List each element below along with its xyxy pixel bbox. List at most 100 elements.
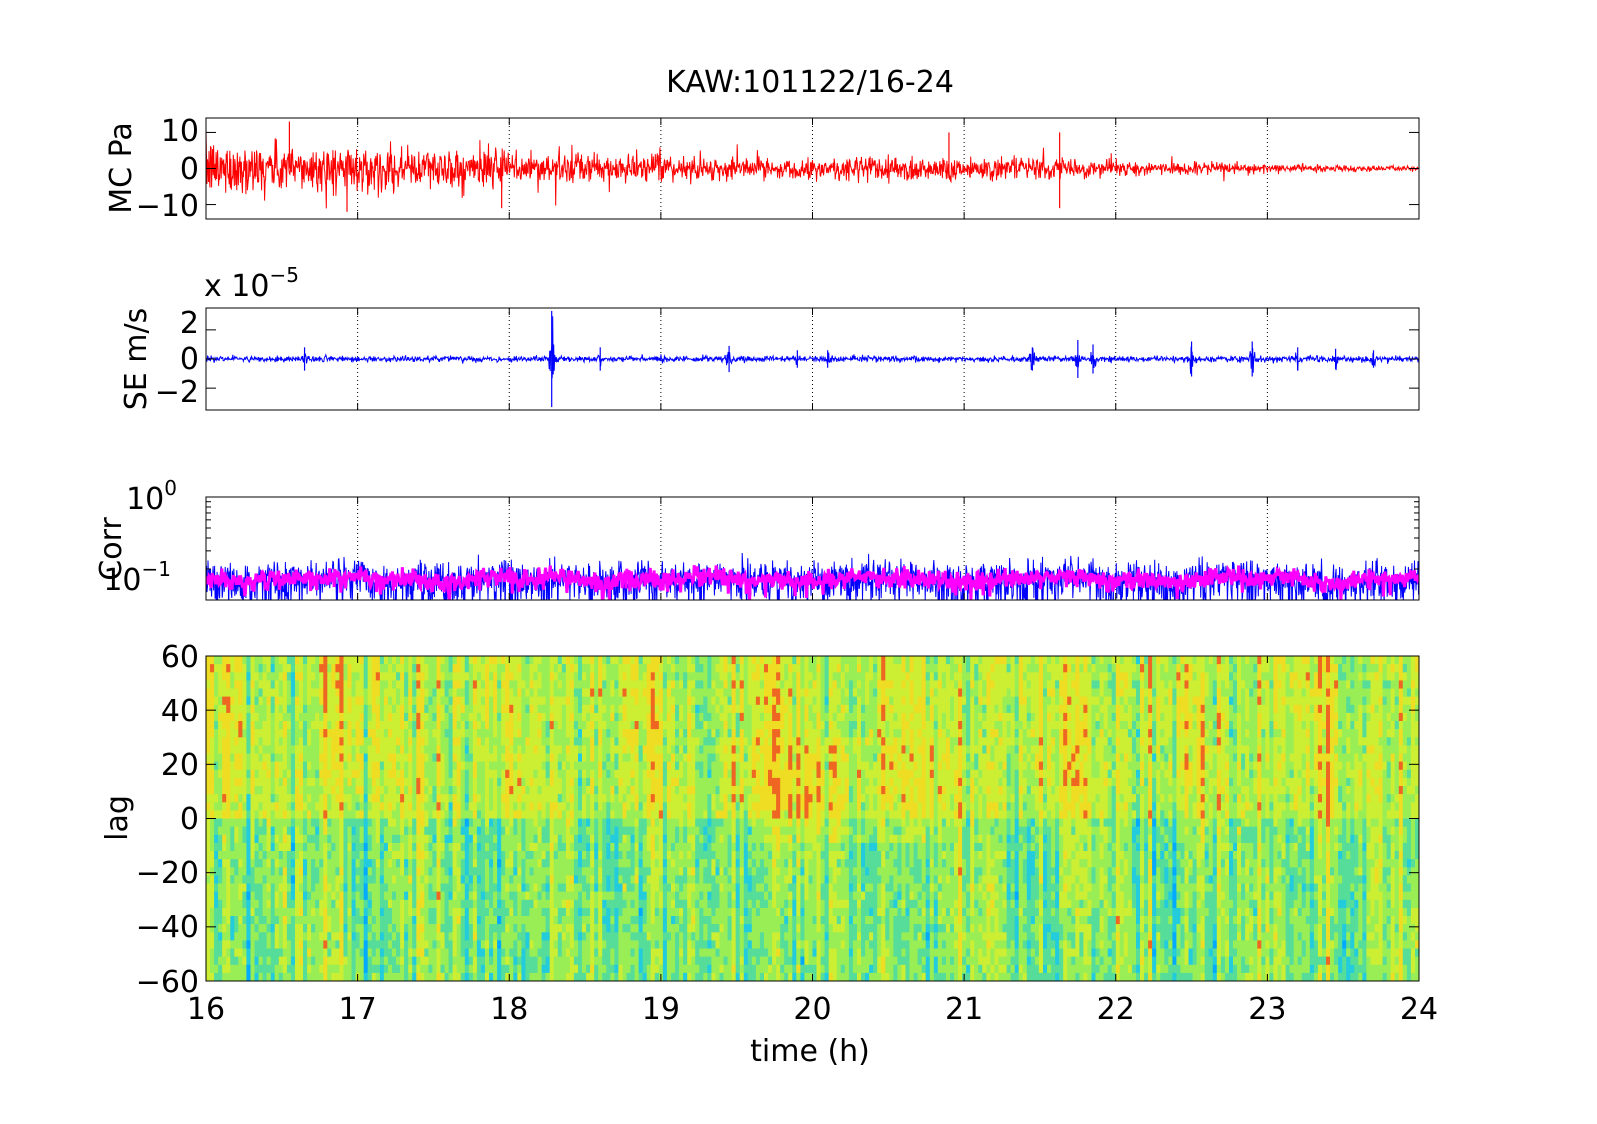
heatmap-cell xyxy=(323,940,328,950)
heatmap-cell xyxy=(679,842,684,852)
heatmap-cell xyxy=(420,826,425,836)
heatmap-cell xyxy=(654,826,660,836)
heatmap-cell xyxy=(569,956,575,966)
heatmap-cell xyxy=(363,916,369,925)
heatmap-cell xyxy=(246,948,251,958)
heatmap-cell xyxy=(537,810,543,820)
heatmap-cell xyxy=(230,883,235,893)
heatmap-cell xyxy=(444,916,450,925)
heatmap-cell xyxy=(521,964,526,974)
heatmap-cell xyxy=(618,680,623,690)
heatmap-cell xyxy=(343,802,349,811)
heatmap-cell xyxy=(303,891,308,901)
heatmap-cell xyxy=(323,802,328,811)
heatmap-cell xyxy=(658,956,664,966)
heatmap-cell xyxy=(541,875,547,885)
heatmap-cell xyxy=(327,802,332,811)
heatmap-cell xyxy=(250,721,256,730)
heatmap-cell xyxy=(448,883,454,893)
heatmap-cell xyxy=(286,851,292,860)
heatmap-cell xyxy=(622,753,628,763)
heatmap-cell xyxy=(497,704,502,714)
heatmap-cell xyxy=(497,972,502,981)
heatmap-cell xyxy=(666,851,672,860)
heatmap-cell xyxy=(234,753,239,763)
heatmap-cell xyxy=(379,777,385,787)
heatmap-cell xyxy=(327,753,332,763)
heatmap-cell xyxy=(432,745,437,755)
heatmap-cell xyxy=(618,956,623,966)
heatmap-cell xyxy=(331,907,336,917)
heatmap-cell xyxy=(214,875,219,885)
heatmap-cell xyxy=(456,664,462,673)
heatmap-cell xyxy=(650,664,656,673)
heatmap-cell xyxy=(606,721,611,730)
heatmap-cell xyxy=(505,956,510,966)
heatmap-cell xyxy=(416,729,421,738)
heatmap-cell xyxy=(485,794,490,803)
heatmap-cell xyxy=(606,883,611,893)
heatmap-cell xyxy=(230,688,235,698)
heatmap-cell xyxy=(485,737,490,746)
heatmap-cell xyxy=(480,745,486,755)
heatmap-cell xyxy=(456,786,462,795)
heatmap-cell xyxy=(675,721,680,730)
heatmap-cell xyxy=(456,940,462,950)
heatmap-cell xyxy=(517,851,522,860)
heatmap-cell xyxy=(392,859,397,868)
heatmap-cell xyxy=(675,859,680,868)
heatmap-cell xyxy=(468,802,474,811)
heatmap-cell xyxy=(327,972,332,981)
heatmap-cell xyxy=(513,916,518,925)
heatmap-cell xyxy=(642,826,648,836)
heatmap-cell xyxy=(400,842,405,852)
heatmap-cell xyxy=(343,883,349,893)
heatmap-cell xyxy=(319,972,324,981)
heatmap-cell xyxy=(319,721,324,730)
heatmap-cell xyxy=(222,745,227,755)
heatmap-cell xyxy=(444,769,450,779)
heatmap-cell xyxy=(646,753,652,763)
heatmap-cell xyxy=(606,932,611,941)
heatmap-cell xyxy=(578,786,583,795)
heatmap-cell xyxy=(210,729,215,738)
heatmap-cell xyxy=(290,883,296,893)
heatmap-cell xyxy=(226,826,231,836)
heatmap-cell xyxy=(476,891,482,901)
heatmap-cell xyxy=(343,907,349,917)
heatmap-cell xyxy=(238,761,243,771)
heatmap-cell xyxy=(517,680,522,690)
heatmap-cell xyxy=(517,932,522,941)
heatmap-cell xyxy=(687,972,692,981)
heatmap-cell xyxy=(290,834,296,844)
heatmap-cell xyxy=(238,940,243,950)
heatmap-cell xyxy=(679,875,684,885)
heatmap-cell xyxy=(606,851,611,860)
heatmap-cell xyxy=(222,712,227,722)
heatmap-cell xyxy=(618,875,623,885)
heatmap-cell xyxy=(351,883,357,893)
heatmap-cell xyxy=(557,948,563,958)
heatmap-cell xyxy=(630,721,636,730)
heatmap-cell xyxy=(666,656,672,665)
heatmap-cell xyxy=(379,826,385,836)
heatmap-cell xyxy=(517,802,522,811)
heatmap-cell xyxy=(440,891,446,901)
heatmap-cell xyxy=(505,664,510,673)
heatmap-cell xyxy=(582,899,587,909)
heatmap-cell xyxy=(630,777,636,787)
heatmap-cell xyxy=(679,916,684,925)
heatmap-cell xyxy=(436,851,442,860)
heatmap-cell xyxy=(493,802,498,811)
heatmap-cell xyxy=(254,696,260,706)
heatmap-cell xyxy=(485,696,490,706)
heatmap-cell xyxy=(638,907,644,917)
heatmap-cell xyxy=(392,956,397,966)
heatmap-cell xyxy=(218,745,223,755)
heatmap-cell xyxy=(375,664,381,673)
heatmap-cell xyxy=(379,940,385,950)
heatmap-cell xyxy=(598,834,603,844)
heatmap-cell xyxy=(282,867,288,876)
heatmap-cell xyxy=(210,859,215,868)
heatmap-cell xyxy=(254,826,260,836)
